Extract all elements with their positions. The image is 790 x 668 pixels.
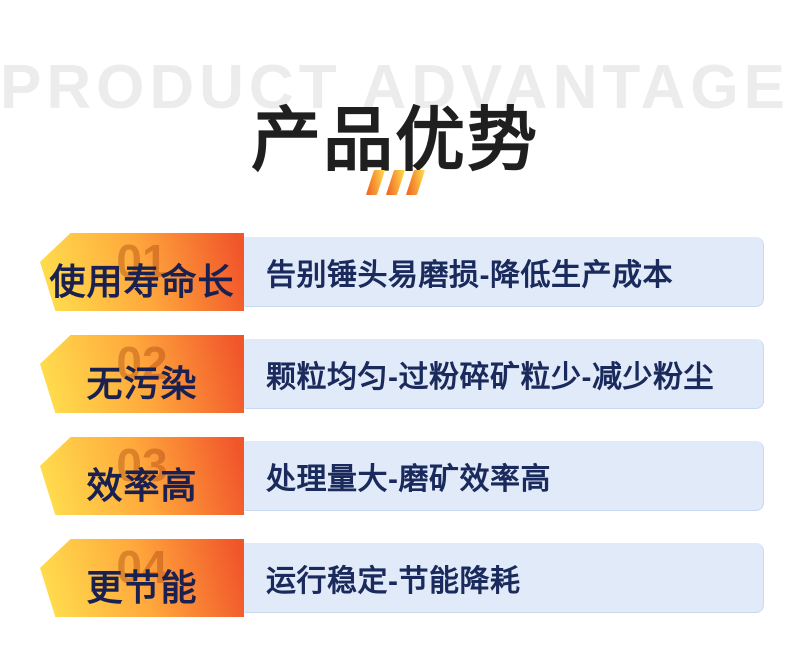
advantage-row: 运行稳定-节能降耗 04 更节能 xyxy=(0,539,790,617)
badge-number: 03 xyxy=(116,439,168,491)
advantage-description: 颗粒均匀-过粉碎矿粒少-减少粉尘 xyxy=(266,360,714,394)
badge-number: 04 xyxy=(116,541,168,593)
badge-label: 使用寿命长 xyxy=(49,261,235,302)
advantage-badge: 04 更节能 xyxy=(40,539,244,617)
advantage-description-box: 处理量大-磨矿效率高 xyxy=(244,441,764,511)
badge-label: 无污染 xyxy=(86,363,198,404)
slash-icon xyxy=(365,170,385,195)
advantage-row: 处理量大-磨矿效率高 03 效率高 xyxy=(0,437,790,515)
advantage-badge: 01 使用寿命长 xyxy=(40,233,244,311)
badge-label: 更节能 xyxy=(86,567,198,608)
page-title: 产品优势 xyxy=(251,101,539,179)
advantage-description-box: 运行稳定-节能降耗 xyxy=(244,543,764,613)
advantage-description-box: 告别锤头易磨损-降低生产成本 xyxy=(244,237,764,307)
watermark-text: PRODUCT ADVANTAGE xyxy=(0,53,790,122)
advantage-description: 告别锤头易磨损-降低生产成本 xyxy=(266,258,673,292)
advantage-badge: 03 效率高 xyxy=(40,437,244,515)
badge-label: 效率高 xyxy=(86,465,198,506)
slash-icon xyxy=(405,170,425,195)
advantage-description: 运行稳定-节能降耗 xyxy=(266,564,521,598)
badge-number: 02 xyxy=(116,337,168,389)
advantage-row: 告别锤头易磨损-降低生产成本 01 使用寿命长 xyxy=(0,233,790,311)
badge-number: 01 xyxy=(116,235,168,287)
advantage-description-box: 颗粒均匀-过粉碎矿粒少-减少粉尘 xyxy=(244,339,764,409)
advantage-badge: 02 无污染 xyxy=(40,335,244,413)
advantage-description: 处理量大-磨矿效率高 xyxy=(266,462,551,496)
title-accent-slashes xyxy=(0,170,790,195)
slash-icon xyxy=(385,170,405,195)
advantage-row: 颗粒均匀-过粉碎矿粒少-减少粉尘 02 无污染 xyxy=(0,335,790,413)
